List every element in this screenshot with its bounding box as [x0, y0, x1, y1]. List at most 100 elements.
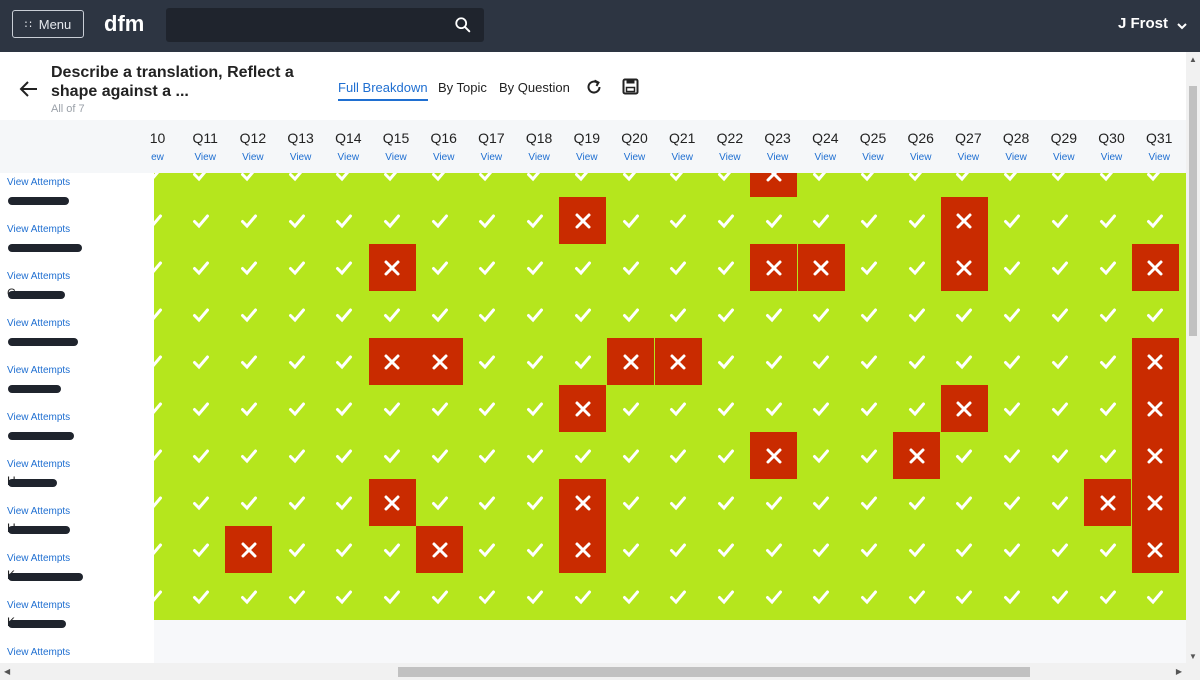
- correct-cell: [750, 573, 797, 620]
- student-row: View Attempts: [0, 136, 154, 188]
- correct-cell: [416, 173, 463, 197]
- chevron-down-icon[interactable]: [1176, 20, 1188, 32]
- view-question-link[interactable]: View: [766, 152, 789, 163]
- incorrect-cell: [750, 432, 798, 479]
- correct-cell: [702, 338, 749, 385]
- tab-by-topic[interactable]: By Topic: [438, 80, 487, 95]
- checkmark-icon: [717, 449, 734, 463]
- view-question-link[interactable]: View: [814, 152, 837, 163]
- view-attempts-link[interactable]: View Attempts: [7, 553, 71, 564]
- checkmark-icon: [240, 214, 257, 228]
- column-header-Q19: Q19 View: [563, 120, 610, 163]
- checkmark-icon: [479, 449, 496, 463]
- view-attempts-link[interactable]: View Attempts: [7, 177, 71, 188]
- horizontal-scrollbar[interactable]: ◀ ▶: [0, 663, 1200, 680]
- checkmark-icon: [622, 496, 639, 510]
- student-row: View Attempts: [0, 230, 154, 282]
- view-question-link[interactable]: View: [862, 152, 884, 163]
- tab-by-question[interactable]: By Question: [499, 80, 570, 95]
- correct-cell: [702, 573, 749, 620]
- view-question-link[interactable]: View: [576, 152, 598, 163]
- correct-cell: [702, 291, 749, 338]
- view-question-link[interactable]: View: [194, 152, 216, 163]
- scroll-left-icon[interactable]: ◀: [4, 667, 11, 676]
- vertical-scroll-thumb[interactable]: [1189, 86, 1197, 336]
- save-icon[interactable]: [622, 78, 639, 95]
- checkmark-icon: [154, 308, 162, 319]
- view-attempts-link[interactable]: View Attempts: [7, 318, 71, 329]
- correct-cell: [416, 479, 463, 526]
- checkmark-icon: [765, 590, 782, 604]
- checkmark-icon: [861, 590, 877, 604]
- view-question-link[interactable]: View: [1005, 152, 1027, 163]
- checkmark-icon: [240, 449, 257, 463]
- view-question-link[interactable]: View: [385, 152, 407, 163]
- checkmark-icon: [527, 449, 544, 463]
- student-row: KView Attempts: [0, 559, 154, 611]
- search-icon[interactable]: [454, 16, 472, 34]
- correct-cell: [178, 385, 225, 432]
- checkmark-icon: [288, 355, 305, 369]
- view-attempts-link[interactable]: View Attempts: [7, 506, 71, 517]
- user-name[interactable]: J Frost: [1117, 15, 1168, 32]
- view-question-link[interactable]: View: [957, 152, 980, 163]
- checkmark-icon: [384, 173, 397, 181]
- view-question-link[interactable]: View: [432, 152, 455, 163]
- view-question-link[interactable]: View: [1053, 152, 1075, 163]
- scroll-up-icon[interactable]: ▲: [1189, 55, 1197, 64]
- correct-cell: [464, 338, 511, 385]
- checkmark-icon: [861, 402, 877, 416]
- correct-cell: [464, 173, 511, 197]
- view-question-link[interactable]: View: [289, 152, 312, 163]
- scroll-down-icon[interactable]: ▼: [1189, 652, 1197, 661]
- checkmark-icon: [813, 173, 826, 181]
- correct-cell: [750, 385, 797, 432]
- view-question-link[interactable]: View: [623, 152, 646, 163]
- view-question-link[interactable]: View: [337, 152, 360, 163]
- tab-full-breakdown[interactable]: Full Breakdown: [338, 80, 428, 101]
- view-question-link[interactable]: ew: [151, 152, 164, 163]
- view-question-link[interactable]: View: [480, 152, 503, 163]
- correct-cell: [369, 526, 416, 573]
- refresh-icon[interactable]: [585, 78, 603, 96]
- view-question-link[interactable]: View: [719, 152, 741, 163]
- view-attempts-link[interactable]: View Attempts: [7, 412, 71, 423]
- scroll-right-icon[interactable]: ▶: [1175, 667, 1182, 676]
- view-attempts-link[interactable]: View Attempts: [7, 647, 71, 658]
- view-question-link[interactable]: View: [671, 152, 693, 163]
- correct-cell: [1084, 291, 1131, 338]
- checkmark-icon: [574, 308, 591, 322]
- correct-cell: [369, 385, 416, 432]
- checkmark-icon: [288, 308, 305, 322]
- correct-cell: [321, 479, 368, 526]
- cross-icon: [956, 260, 972, 275]
- column-label: Q13: [287, 130, 314, 146]
- view-question-link[interactable]: View: [528, 152, 550, 163]
- checkmark-icon: [154, 355, 162, 366]
- view-attempts-link[interactable]: View Attempts: [7, 365, 71, 376]
- search-input[interactable]: [166, 8, 484, 42]
- menu-button[interactable]: ∷ Menu: [12, 10, 84, 38]
- view-question-link[interactable]: View: [909, 152, 932, 163]
- correct-cell: [607, 526, 654, 573]
- logo[interactable]: dfm: [104, 11, 145, 36]
- correct-cell: [369, 291, 416, 338]
- view-question-link[interactable]: View: [1100, 152, 1123, 163]
- back-arrow-icon[interactable]: [18, 78, 40, 100]
- correct-cell: [607, 432, 654, 479]
- correct-cell: [512, 385, 559, 432]
- view-question-link[interactable]: View: [242, 152, 264, 163]
- correct-cell: [416, 573, 463, 620]
- column-label: Q27: [955, 130, 982, 146]
- horizontal-scroll-thumb[interactable]: [398, 667, 1030, 677]
- view-attempts-link[interactable]: View Attempts: [7, 600, 71, 611]
- correct-cell: [798, 291, 845, 338]
- view-question-link[interactable]: View: [1148, 152, 1170, 163]
- view-attempts-link[interactable]: View Attempts: [7, 271, 71, 282]
- vertical-scrollbar[interactable]: ▲ ▼: [1186, 52, 1200, 663]
- correct-cell: [798, 432, 845, 479]
- column-header-Q14: Q14 View: [325, 120, 372, 163]
- view-attempts-link[interactable]: View Attempts: [7, 459, 71, 470]
- view-attempts-link[interactable]: View Attempts: [7, 224, 71, 235]
